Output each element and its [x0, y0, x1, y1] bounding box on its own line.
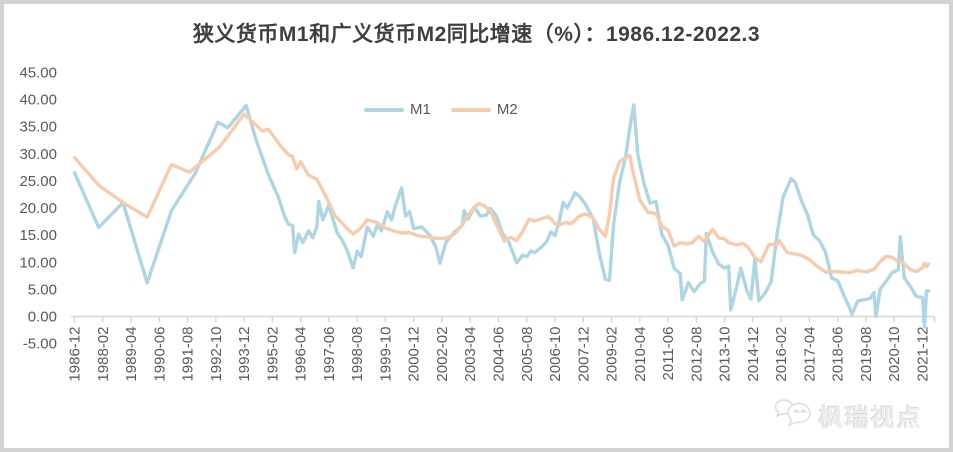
series-line-m2: [72, 112, 931, 275]
x-tick-label: 1988-02: [95, 327, 112, 382]
x-tick-label: 2014-12: [745, 327, 762, 382]
y-tick-label: 0.00: [28, 309, 57, 326]
x-tick-label: 1998-08: [349, 327, 366, 382]
x-tick-label: 1997-06: [321, 327, 338, 382]
y-tick-label: 40.00: [19, 92, 57, 109]
x-tick-label: 2016-02: [773, 327, 790, 382]
y-tick-label: 15.00: [19, 227, 57, 244]
y-tick-label: 30.00: [19, 146, 57, 163]
x-tick-label: 2003-04: [462, 327, 479, 382]
x-tick-label: 2000-12: [406, 327, 423, 382]
legend-item-m1: M1: [364, 101, 431, 118]
legend-swatch-m2: [450, 107, 491, 112]
x-tick-label: 2002-02: [434, 327, 451, 382]
x-tick-label: 2009-02: [604, 327, 621, 382]
x-tick-label: 1995-02: [264, 327, 281, 382]
x-tick-label: 2004-06: [490, 327, 507, 382]
y-tick-label: 10.00: [19, 254, 57, 271]
watermark-text: 枫瑞视点: [819, 405, 923, 432]
x-tick-label: 1990-06: [151, 327, 168, 382]
x-tick-label: 2012-08: [688, 327, 705, 382]
x-tick-label: 2017-04: [801, 327, 818, 382]
x-tick-label: 2010-04: [632, 327, 649, 382]
x-tick-label: 1986-12: [67, 327, 84, 382]
chart-legend: M1 M2: [364, 101, 518, 118]
y-tick-label: 35.00: [19, 119, 57, 136]
wechat-bubbles-icon: [774, 398, 814, 433]
x-tick-label: 2019-08: [858, 327, 875, 382]
x-tick-label: 2011-06: [660, 327, 677, 381]
x-tick-label: 1999-10: [377, 327, 394, 382]
line-chart: 45.00 40.00 35.00 30.00 25.00 20.00 15.00 10.00…: [19, 64, 936, 382]
y-tick-label: -5.00: [23, 336, 57, 353]
x-tick-label: 2006-10: [547, 327, 564, 382]
y-tick-label: 5.00: [28, 281, 57, 298]
y-tick-label: 20.00: [19, 200, 57, 217]
legend-label-m2: M2: [496, 101, 518, 118]
x-tick-label: 2007-12: [575, 327, 592, 382]
page-title: 狭义货币M1和广义货币M2同比增速（%）：1986.12-2022.3: [192, 23, 761, 46]
legend-swatch-m1: [364, 107, 404, 112]
x-tick-label: 1993-12: [236, 327, 253, 382]
y-tick-label: 45.00: [19, 64, 57, 81]
x-tick-label: 2020-10: [886, 327, 903, 382]
y-tick-label: 25.00: [19, 173, 57, 190]
series-line-m1: [72, 103, 931, 329]
x-tick-label: 1991-08: [180, 327, 197, 382]
x-tick-label: 1992-10: [208, 327, 225, 382]
x-tick-label: 2013-10: [717, 327, 734, 382]
legend-label-m1: M1: [410, 101, 431, 118]
watermark: 枫瑞视点: [774, 398, 923, 433]
x-tick-label: 2021-12: [914, 327, 931, 382]
x-tick-label: 2018-06: [830, 327, 847, 382]
x-tick-label: 1996-04: [293, 327, 310, 382]
x-tick-label: 2005-08: [519, 327, 536, 382]
legend-item-m2: M2: [450, 101, 518, 118]
x-tick-label: 1989-04: [123, 327, 140, 382]
